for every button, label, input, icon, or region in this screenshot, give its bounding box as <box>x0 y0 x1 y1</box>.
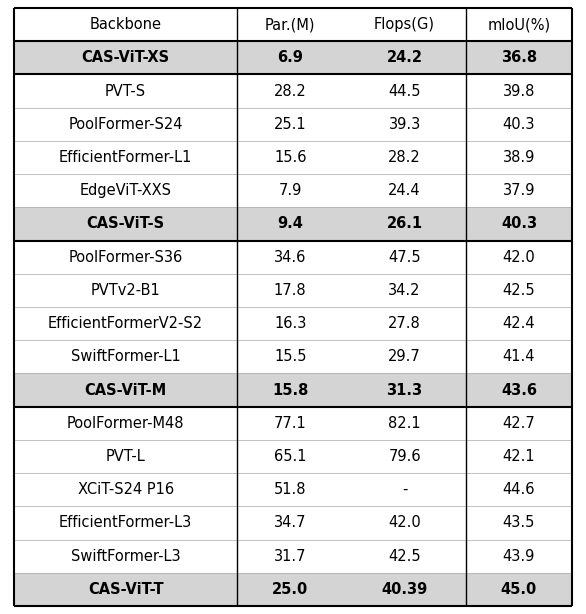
Text: 47.5: 47.5 <box>389 250 421 265</box>
Text: 44.5: 44.5 <box>389 84 421 99</box>
Text: EfficientFormer-L3: EfficientFormer-L3 <box>59 515 192 530</box>
Text: PoolFormer-S24: PoolFormer-S24 <box>69 117 183 132</box>
Text: 37.9: 37.9 <box>503 183 535 198</box>
Bar <box>14 208 572 241</box>
Text: 25.0: 25.0 <box>272 582 308 597</box>
Text: Par.(M): Par.(M) <box>265 17 315 32</box>
Text: 28.2: 28.2 <box>389 150 421 165</box>
Text: EfficientFormer-L1: EfficientFormer-L1 <box>59 150 192 165</box>
Text: 42.5: 42.5 <box>389 549 421 564</box>
Text: SwiftFormer-L1: SwiftFormer-L1 <box>71 349 180 364</box>
Text: 39.3: 39.3 <box>389 117 421 132</box>
Text: PVT-S: PVT-S <box>105 84 146 99</box>
Text: 17.8: 17.8 <box>274 283 306 298</box>
Text: 38.9: 38.9 <box>503 150 535 165</box>
Text: 43.6: 43.6 <box>501 383 537 397</box>
Text: 82.1: 82.1 <box>389 416 421 431</box>
Text: 42.7: 42.7 <box>503 416 536 431</box>
Text: 43.9: 43.9 <box>503 549 535 564</box>
Text: 15.6: 15.6 <box>274 150 306 165</box>
Text: 41.4: 41.4 <box>503 349 535 364</box>
Text: 28.2: 28.2 <box>274 84 306 99</box>
Text: 65.1: 65.1 <box>274 449 306 464</box>
Text: 79.6: 79.6 <box>389 449 421 464</box>
Text: 9.4: 9.4 <box>277 217 303 231</box>
Text: CAS-ViT-M: CAS-ViT-M <box>84 383 167 397</box>
Text: Backbone: Backbone <box>90 17 162 32</box>
Bar <box>14 373 572 406</box>
Text: 26.1: 26.1 <box>387 217 423 231</box>
Text: 42.4: 42.4 <box>503 316 535 331</box>
Text: 43.5: 43.5 <box>503 515 535 530</box>
Text: Flops(G): Flops(G) <box>374 17 435 32</box>
Bar <box>14 573 572 606</box>
Text: 34.6: 34.6 <box>274 250 306 265</box>
Text: 27.8: 27.8 <box>389 316 421 331</box>
Bar <box>14 41 572 74</box>
Text: SwiftFormer-L3: SwiftFormer-L3 <box>71 549 180 564</box>
Text: 42.1: 42.1 <box>503 449 535 464</box>
Text: 16.3: 16.3 <box>274 316 306 331</box>
Text: 45.0: 45.0 <box>501 582 537 597</box>
Text: CAS-ViT-T: CAS-ViT-T <box>88 582 163 597</box>
Text: 24.4: 24.4 <box>389 183 421 198</box>
Text: 15.8: 15.8 <box>272 383 308 397</box>
Text: 31.7: 31.7 <box>274 549 306 564</box>
Text: 51.8: 51.8 <box>274 482 306 497</box>
Text: EfficientFormerV2-S2: EfficientFormerV2-S2 <box>48 316 203 331</box>
Text: PoolFormer-M48: PoolFormer-M48 <box>67 416 185 431</box>
Text: 7.9: 7.9 <box>278 183 302 198</box>
Text: 39.8: 39.8 <box>503 84 535 99</box>
Text: PoolFormer-S36: PoolFormer-S36 <box>69 250 183 265</box>
Text: 6.9: 6.9 <box>277 50 303 65</box>
Text: PVT-L: PVT-L <box>105 449 145 464</box>
Text: XCiT-S24 P16: XCiT-S24 P16 <box>77 482 173 497</box>
Text: 29.7: 29.7 <box>389 349 421 364</box>
Text: 34.7: 34.7 <box>274 515 306 530</box>
Text: PVTv2-B1: PVTv2-B1 <box>91 283 161 298</box>
Text: 42.0: 42.0 <box>503 250 536 265</box>
Text: CAS-ViT-XS: CAS-ViT-XS <box>81 50 170 65</box>
Text: 42.5: 42.5 <box>503 283 535 298</box>
Text: 44.6: 44.6 <box>503 482 535 497</box>
Text: EdgeViT-XXS: EdgeViT-XXS <box>80 183 172 198</box>
Text: 40.3: 40.3 <box>501 217 537 231</box>
Text: -: - <box>402 482 407 497</box>
Text: 15.5: 15.5 <box>274 349 306 364</box>
Text: 31.3: 31.3 <box>387 383 423 397</box>
Text: 36.8: 36.8 <box>501 50 537 65</box>
Text: 42.0: 42.0 <box>389 515 421 530</box>
Text: 25.1: 25.1 <box>274 117 306 132</box>
Text: 77.1: 77.1 <box>274 416 306 431</box>
Text: 40.3: 40.3 <box>503 117 535 132</box>
Text: 34.2: 34.2 <box>389 283 421 298</box>
Text: CAS-ViT-S: CAS-ViT-S <box>87 217 165 231</box>
Text: 24.2: 24.2 <box>387 50 423 65</box>
Text: mIoU(%): mIoU(%) <box>488 17 551 32</box>
Text: 40.39: 40.39 <box>381 582 428 597</box>
